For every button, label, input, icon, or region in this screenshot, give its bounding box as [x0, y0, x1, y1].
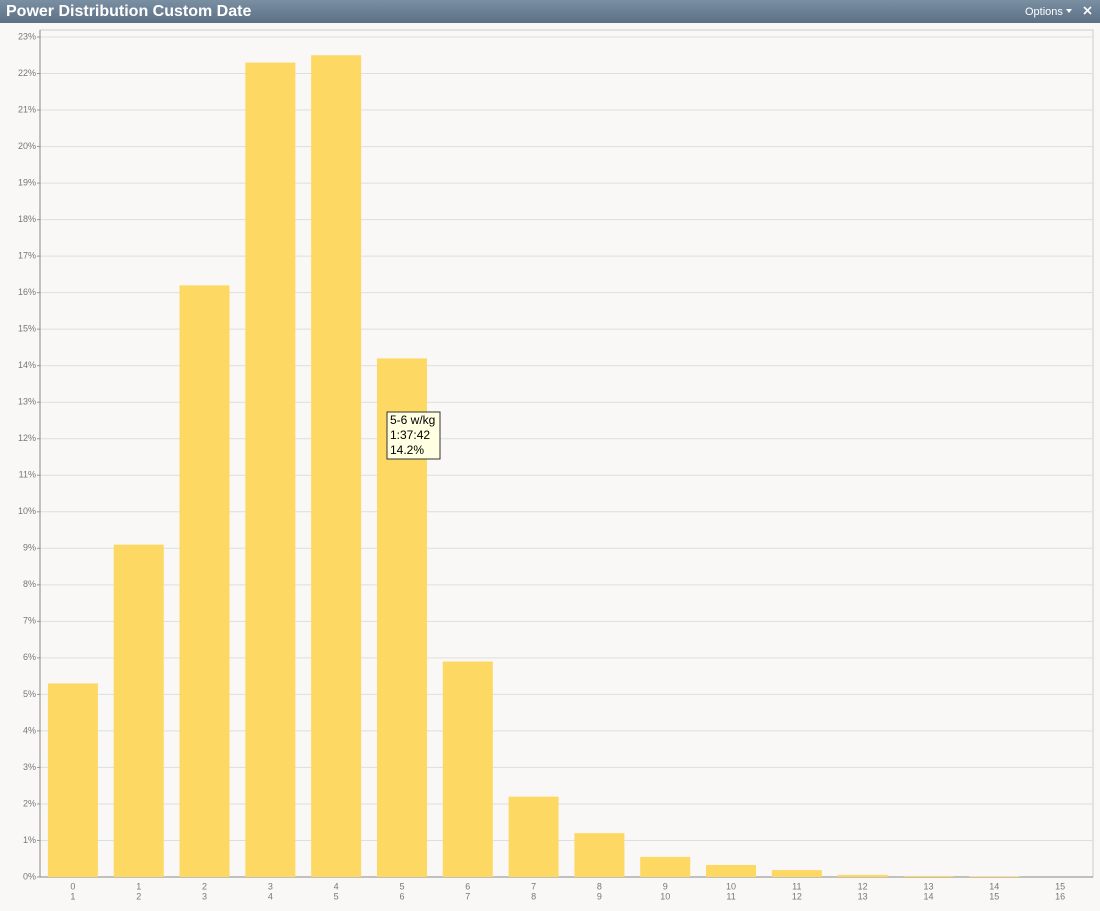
x-tick-label: 13 — [858, 891, 868, 901]
x-tick-label: 14 — [989, 881, 999, 891]
y-tick-label: 3% — [23, 762, 36, 772]
x-tick-label: 11 — [726, 891, 735, 901]
x-tick-label: 2 — [202, 881, 207, 891]
tooltip-line: 5-6 w/kg — [390, 413, 435, 427]
y-tick-label: 10% — [18, 506, 36, 516]
bar — [311, 55, 362, 878]
x-tick-label: 14 — [923, 891, 933, 901]
x-tick-label: 3 — [202, 891, 207, 901]
x-tick-label: 6 — [399, 891, 404, 901]
x-tick-label: 9 — [663, 881, 668, 891]
y-tick-label: 13% — [18, 397, 36, 407]
y-tick-label: 7% — [23, 616, 36, 626]
x-tick-label: 12 — [858, 881, 868, 891]
x-tick-label: 8 — [531, 891, 536, 901]
x-tick-label: 15 — [989, 891, 999, 901]
x-tick-label: 9 — [597, 891, 602, 901]
options-menu[interactable]: Options — [1025, 6, 1063, 18]
bar — [245, 62, 296, 878]
close-button[interactable] — [1083, 6, 1092, 15]
x-tick-label: 8 — [597, 881, 602, 891]
bar — [903, 875, 954, 877]
bar — [706, 864, 757, 877]
y-tick-label: 4% — [23, 725, 36, 735]
y-tick-label: 20% — [18, 141, 36, 151]
y-tick-label: 8% — [23, 579, 36, 589]
x-tick-label: 5 — [399, 881, 404, 891]
bar — [113, 544, 164, 877]
bar — [47, 683, 98, 877]
x-tick-label: 2 — [136, 891, 141, 901]
tooltip-line: 14.2% — [390, 443, 424, 457]
y-tick-label: 0% — [23, 871, 36, 881]
x-tick-label: 7 — [465, 891, 470, 901]
x-tick-label: 11 — [792, 881, 801, 891]
y-tick-label: 18% — [18, 214, 36, 224]
x-tick-label: 4 — [268, 891, 273, 901]
bar — [969, 876, 1020, 877]
x-tick-label: 16 — [1055, 891, 1065, 901]
bar — [442, 661, 493, 877]
bar — [179, 285, 230, 877]
title-bar — [0, 0, 1100, 23]
tooltip-box — [386, 411, 441, 460]
y-tick-label: 2% — [23, 798, 36, 808]
x-tick-label: 3 — [268, 881, 273, 891]
y-tick-label: 14% — [18, 360, 36, 370]
y-tick-label: 16% — [18, 287, 36, 297]
bar — [771, 870, 822, 877]
y-tick-label: 9% — [23, 543, 36, 553]
bar — [508, 796, 559, 877]
x-tick-label: 6 — [465, 881, 470, 891]
y-tick-label: 23% — [18, 31, 36, 41]
y-tick-label: 11% — [19, 470, 36, 480]
y-tick-label: 19% — [18, 177, 36, 187]
chart-background — [0, 23, 1100, 906]
x-tick-label: 15 — [1055, 881, 1065, 891]
y-tick-label: 21% — [18, 104, 36, 114]
x-tick-label: 5 — [334, 891, 339, 901]
y-tick-label: 5% — [23, 689, 36, 699]
bar — [640, 856, 691, 877]
y-tick-label: 12% — [18, 433, 36, 443]
x-tick-label: 12 — [792, 891, 802, 901]
x-tick-label: 10 — [660, 891, 670, 901]
x-tick-label: 1 — [136, 881, 141, 891]
bar — [574, 833, 625, 877]
options-arrow[interactable] — [1066, 9, 1072, 13]
x-tick-label: 0 — [70, 881, 75, 891]
y-tick-label: 15% — [18, 324, 36, 334]
x-tick-label: 4 — [334, 881, 339, 891]
y-tick-label: 22% — [18, 68, 36, 78]
tooltip: 5-6 w/kg 1:37:42 14.2% — [386, 411, 441, 460]
y-tick-label: 6% — [23, 652, 36, 662]
y-tick-label: 1% — [23, 835, 36, 845]
bar — [837, 874, 888, 877]
tooltip-line: 1:37:42 — [390, 428, 430, 442]
y-tick-label: 17% — [18, 251, 36, 261]
window-title: Power Distribution Custom Date — [6, 3, 251, 20]
x-tick-label: 1 — [70, 891, 75, 901]
x-tick-label: 10 — [726, 881, 736, 891]
x-tick-label: 7 — [531, 881, 536, 891]
x-tick-label: 13 — [923, 881, 933, 891]
